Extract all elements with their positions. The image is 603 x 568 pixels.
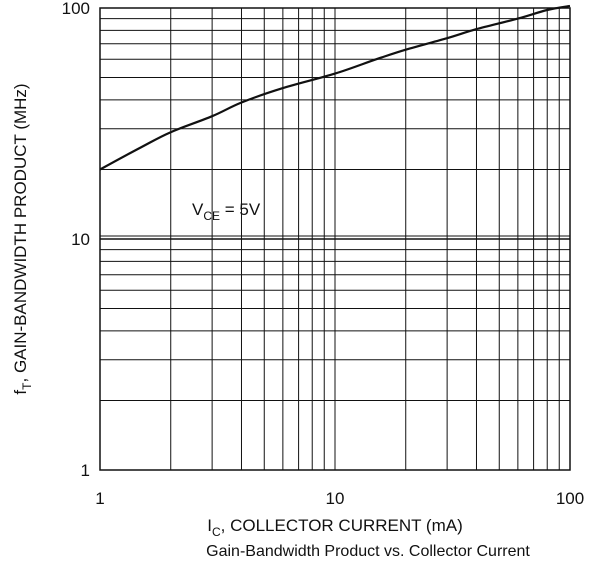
tick-labels: 1 10 100 1 10 100	[62, 0, 585, 508]
plot-frame	[99, 7, 571, 471]
y-tick-label: 100	[62, 0, 90, 18]
x-axis-label: IC, COLLECTOR CURRENT (mA)	[207, 516, 463, 539]
x-tick-label: 100	[556, 489, 584, 508]
y-tick-label: 10	[71, 230, 90, 249]
y-tick-label: 1	[81, 461, 90, 480]
annotation-vce: VCE = 5V	[192, 200, 261, 223]
series-layer	[99, 4, 571, 171]
x-tick-label: 1	[95, 489, 104, 508]
chart-title: Gain-Bandwidth Product vs. Collector Cur…	[206, 543, 530, 560]
x-tick-label: 10	[326, 489, 345, 508]
y-axis-label: fT, GAIN-BANDWIDTH PRODUCT (MHz)	[11, 83, 34, 394]
grid	[100, 8, 570, 470]
series-line	[99, 4, 571, 171]
